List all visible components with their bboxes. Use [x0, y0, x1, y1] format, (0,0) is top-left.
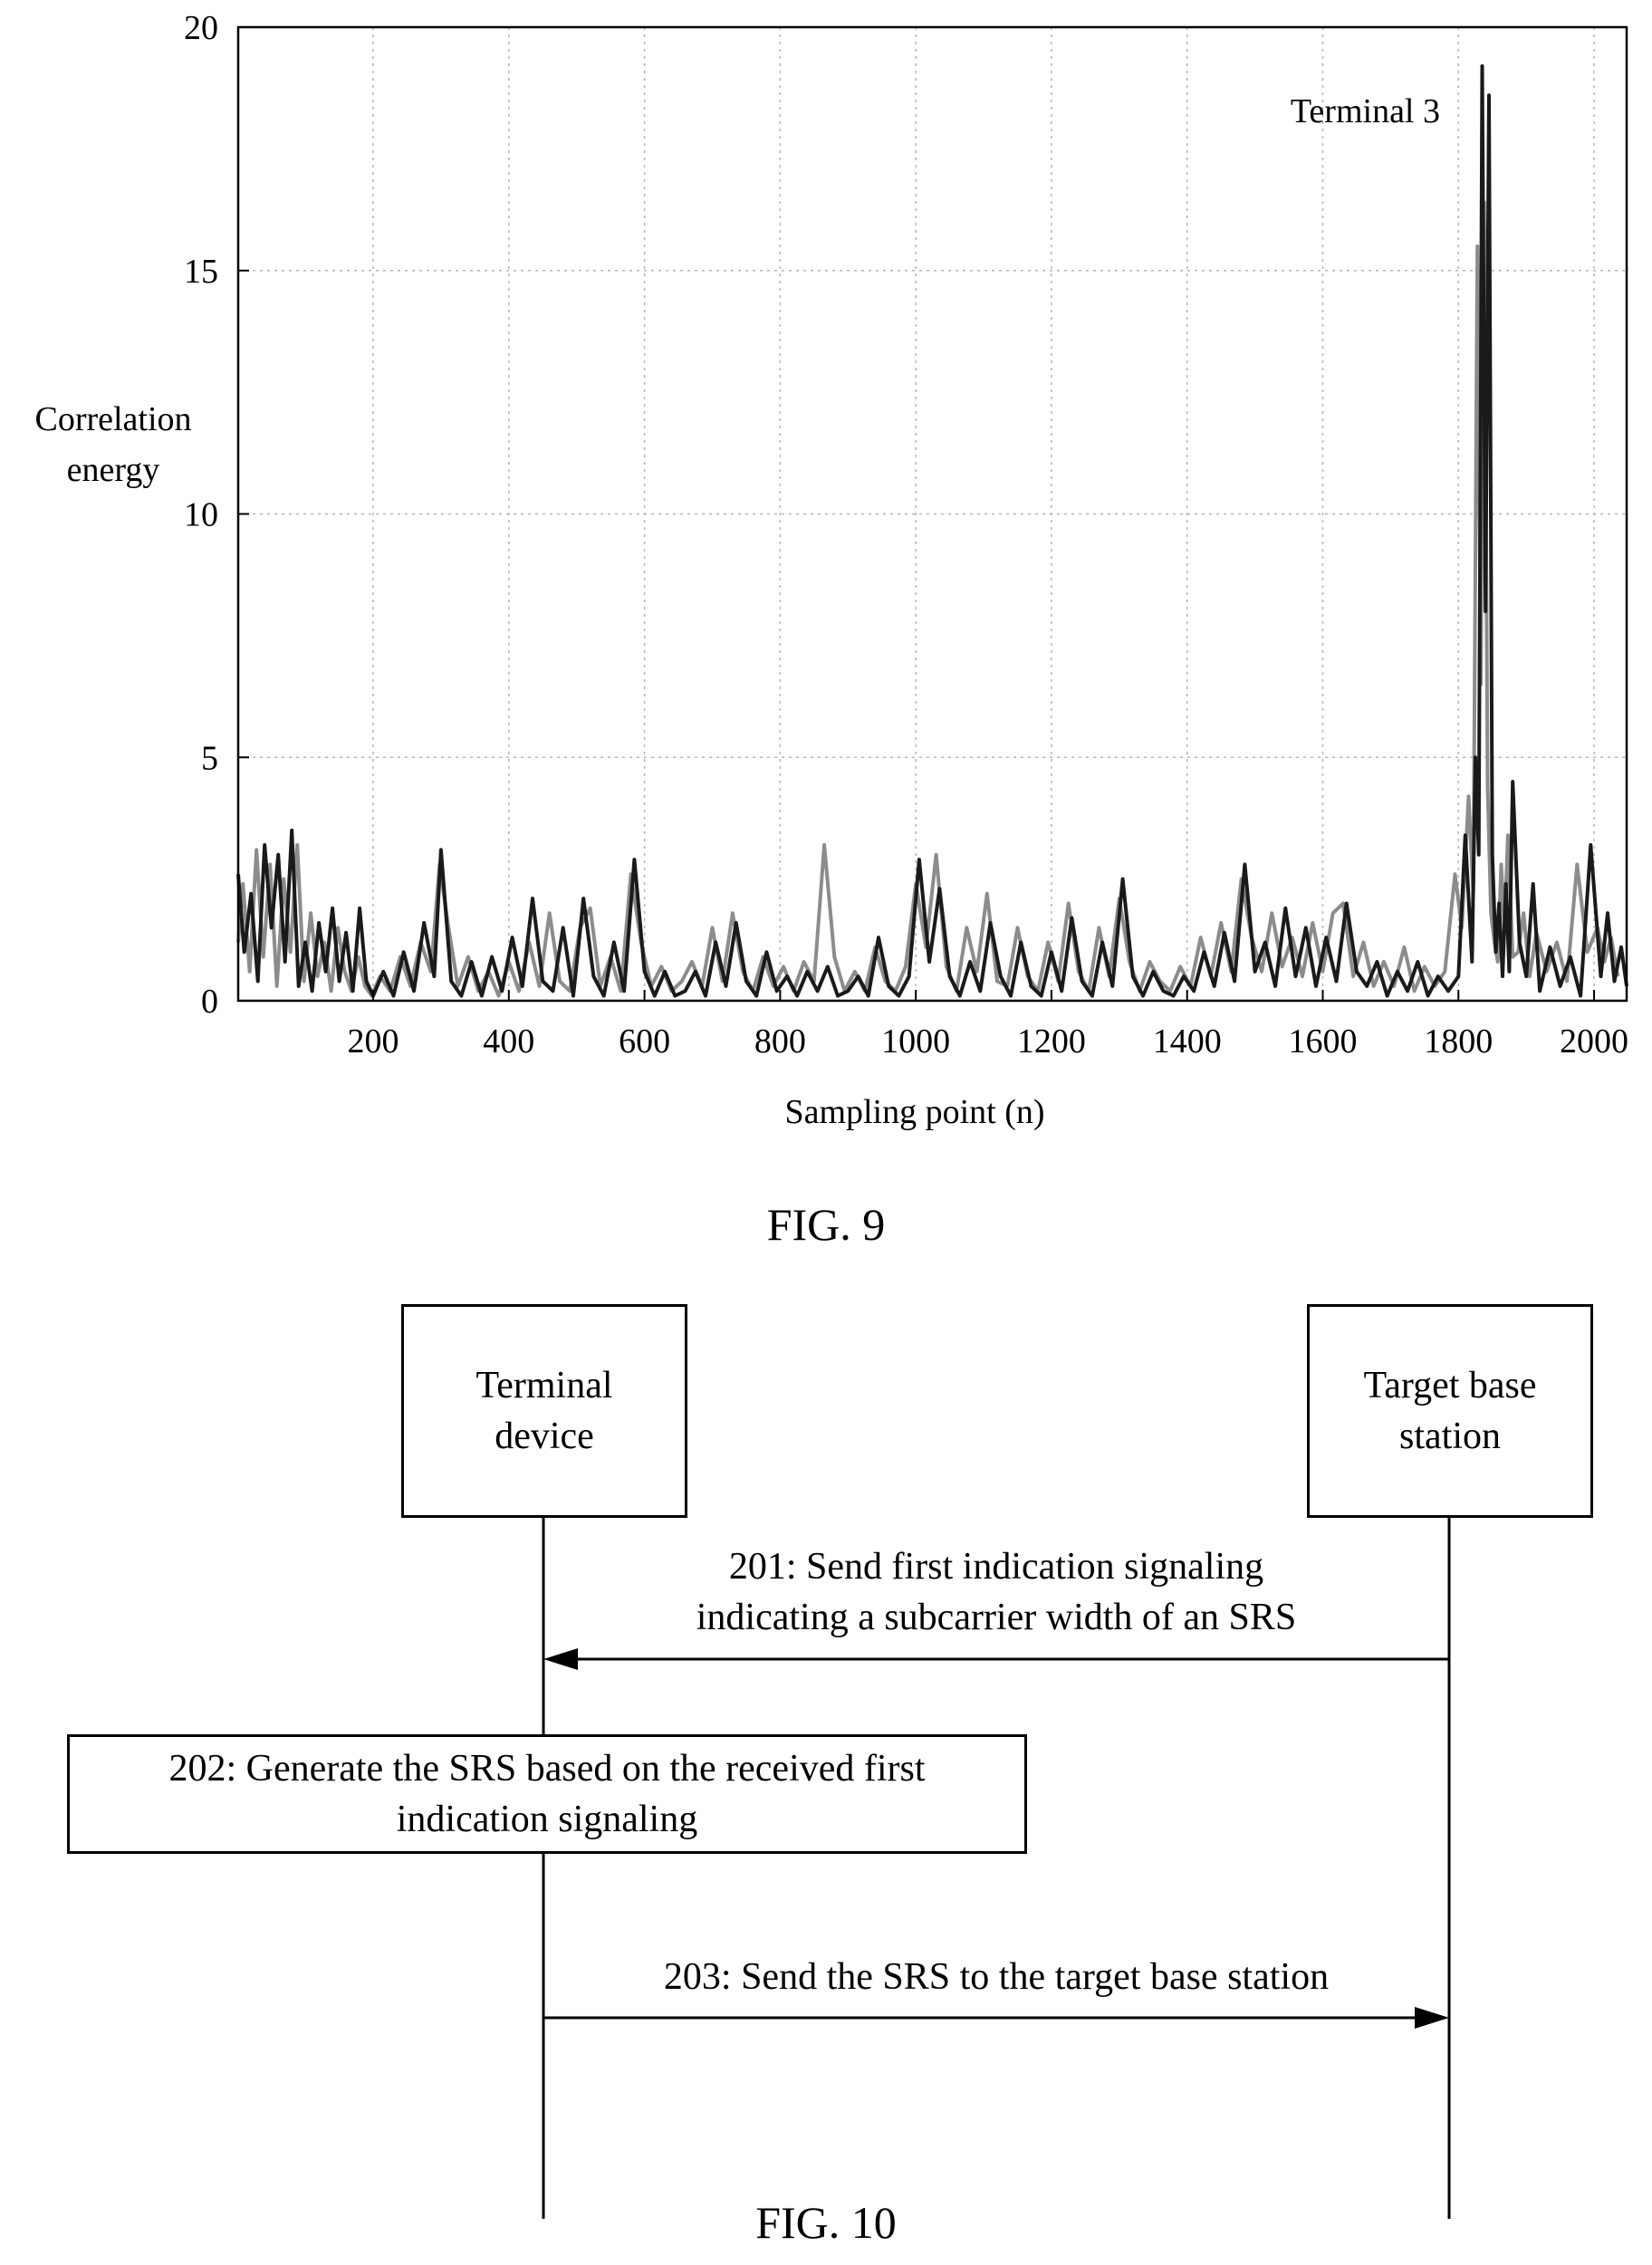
x-tick-label: 2000 — [1560, 1022, 1628, 1061]
step-202-box: 202: Generate the SRS based on the recei… — [67, 1734, 1027, 1854]
chart-background — [238, 27, 1627, 1001]
arrow-203-head — [1415, 2007, 1449, 2029]
y-tick-label: 15 — [184, 253, 218, 291]
fig9-caption: FIG. 9 — [766, 1199, 886, 1250]
chart-annotation: Terminal 3 — [1291, 92, 1440, 130]
fig9-correlation-chart: 200 400 600 800 1000 1200 1400 1600 1800 2000 0 5 10… — [34, 9, 1628, 1131]
target-base-station-box: Target base station — [1307, 1304, 1593, 1518]
chart-series-layer — [236, 64, 1628, 998]
x-axis-label: Sampling point (n) — [784, 1093, 1044, 1131]
x-tick-label: 1000 — [881, 1022, 950, 1061]
step-203-label: 203: Send the SRS to the target base sta… — [663, 1956, 1330, 1998]
chart-ticks: 200 400 600 800 1000 1200 1400 1600 1800 2000 0 5 10… — [184, 9, 1628, 1061]
series-line-1 — [236, 64, 1628, 998]
x-tick-label: 1600 — [1288, 1022, 1357, 1061]
x-tick-label: 200 — [348, 1022, 399, 1061]
step-201-label: 201: Send first indication signaling ind… — [696, 1546, 1297, 1638]
x-tick-label: 800 — [754, 1022, 806, 1061]
y-tick-label: 20 — [184, 9, 218, 47]
x-tick-label: 400 — [483, 1022, 534, 1061]
y-tick-label: 5 — [201, 739, 218, 777]
x-tick-label: 1200 — [1017, 1022, 1086, 1061]
fig10-caption: FIG. 10 — [755, 2197, 897, 2248]
fig10-sequence-diagram: Terminal device Target base station 201:… — [0, 1268, 1652, 2265]
y-axis-label: Correlation energy — [34, 400, 191, 489]
x-tick-label: 600 — [619, 1022, 670, 1061]
chart-grid — [238, 27, 1627, 1001]
x-tick-label: 1400 — [1153, 1022, 1222, 1061]
terminal-device-box: Terminal device — [401, 1304, 687, 1518]
x-tick-label: 1800 — [1424, 1022, 1493, 1061]
y-tick-label: 0 — [201, 983, 218, 1021]
arrow-201-head — [543, 1648, 578, 1670]
fig10-lines — [542, 1517, 1451, 2219]
y-tick-label: 10 — [184, 496, 218, 534]
